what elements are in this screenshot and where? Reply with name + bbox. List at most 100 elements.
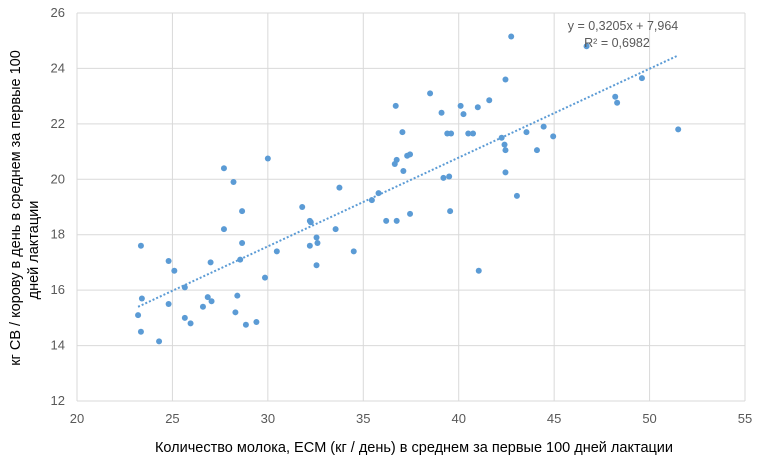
data-point (207, 259, 214, 266)
data-point (399, 129, 406, 136)
data-point (533, 147, 540, 154)
data-point (307, 219, 314, 226)
data-point (407, 151, 414, 158)
r-squared-label: R² = 0,6982 (584, 36, 650, 50)
data-point (447, 208, 454, 215)
data-point (583, 43, 590, 50)
data-point (264, 155, 271, 162)
y-tick-label: 14 (51, 338, 65, 353)
data-point (261, 274, 268, 281)
data-points (135, 33, 682, 345)
x-tick-label: 50 (642, 411, 656, 426)
data-point (313, 262, 320, 269)
data-point (165, 301, 172, 307)
data-point (400, 167, 407, 174)
data-point (204, 294, 211, 301)
data-point (427, 90, 434, 97)
data-point (253, 319, 260, 326)
data-point (502, 147, 509, 154)
data-point (612, 93, 619, 100)
x-tick-label: 35 (356, 411, 370, 426)
data-point (550, 133, 557, 140)
trendline-equation: y = 0,3205x + 7,964 (568, 19, 679, 33)
data-point (137, 328, 144, 335)
data-point (137, 242, 144, 249)
data-point (138, 295, 145, 302)
y-tick-label: 26 (51, 5, 65, 20)
data-point (368, 197, 375, 204)
data-point (470, 130, 477, 137)
x-tick-label: 40 (451, 411, 465, 426)
data-point (232, 309, 239, 316)
data-point (498, 134, 505, 141)
data-point (508, 33, 515, 40)
data-point (299, 204, 306, 210)
data-point (220, 165, 227, 172)
data-point (383, 217, 390, 224)
data-point (474, 104, 481, 111)
data-point (336, 184, 343, 191)
y-tick-label: 12 (51, 393, 65, 408)
data-point (230, 179, 237, 186)
data-point (440, 174, 447, 181)
data-point (465, 130, 472, 137)
data-point (460, 111, 467, 118)
data-point (220, 226, 227, 233)
data-point (350, 248, 357, 255)
data-point (375, 190, 382, 197)
x-axis-label: Количество молока, ECM (кг / день) в сре… (155, 440, 673, 456)
y-tick-labels: 12 14 16 18 20 22 24 26 (51, 5, 65, 408)
data-point (165, 258, 172, 265)
data-point (187, 320, 194, 327)
data-point (306, 242, 313, 249)
y-tick-label: 16 (51, 282, 65, 297)
data-point (393, 217, 400, 224)
data-point (332, 226, 339, 233)
data-point (438, 109, 445, 116)
data-point (208, 298, 215, 305)
data-point (237, 256, 244, 263)
data-point (475, 267, 482, 274)
data-point (502, 169, 509, 176)
data-point (181, 284, 188, 291)
data-point (638, 75, 645, 82)
data-point (239, 240, 246, 247)
data-point (523, 129, 530, 136)
y-axis-label-line-1: кг СВ / корову в день в среднем за первы… (8, 50, 24, 366)
data-point (181, 314, 188, 321)
data-point (457, 102, 464, 109)
data-point (446, 173, 453, 180)
y-axis-label-line-2: дней лактации (26, 201, 42, 300)
data-point (501, 141, 508, 148)
x-tick-label: 25 (165, 411, 179, 426)
x-tick-label: 55 (738, 411, 752, 426)
data-point (135, 312, 142, 319)
data-point (314, 240, 321, 247)
data-point (313, 234, 320, 241)
grid-lines (76, 12, 746, 402)
x-tick-label: 45 (547, 411, 561, 426)
data-point (393, 156, 400, 163)
data-point (239, 208, 246, 215)
data-point (392, 102, 399, 109)
data-point (448, 130, 455, 137)
data-point (171, 267, 178, 274)
data-point (614, 99, 621, 106)
data-point (502, 76, 509, 83)
data-point (156, 338, 163, 345)
data-point (486, 97, 493, 104)
data-point (675, 126, 682, 133)
y-tick-label: 20 (51, 171, 65, 186)
y-tick-label: 18 (51, 227, 65, 242)
data-point (234, 292, 241, 299)
data-point (273, 248, 280, 255)
data-point (513, 192, 520, 199)
x-tick-label: 20 (70, 411, 84, 426)
data-point (540, 123, 547, 130)
data-point (199, 303, 206, 310)
trendline (137, 54, 679, 308)
data-point (242, 321, 249, 328)
y-tick-label: 22 (51, 116, 65, 131)
x-tick-labels: 20 25 30 35 40 45 50 55 (70, 411, 752, 426)
